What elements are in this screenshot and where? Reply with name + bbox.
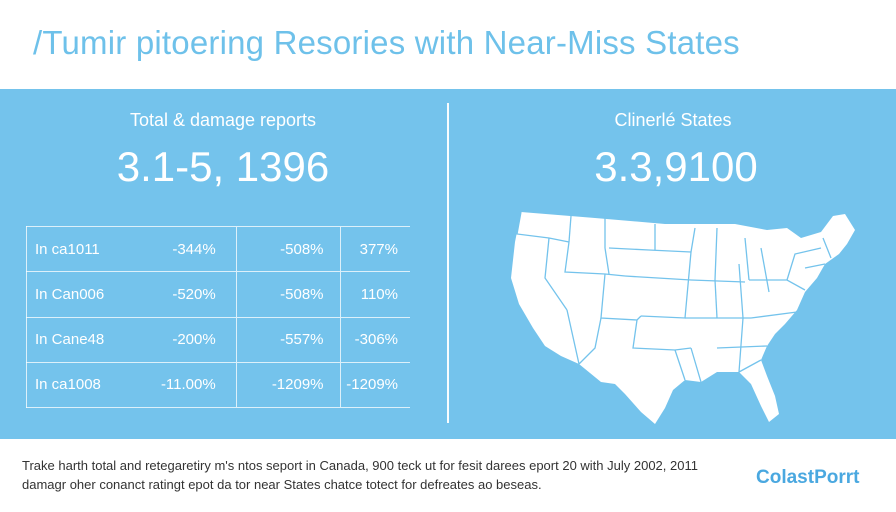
- page-title: /Tumir pitoering Resories with Near-Miss…: [33, 24, 740, 61]
- table-cell: -557%: [235, 316, 341, 363]
- total-reports-value: 3.1-5, 1396: [116, 143, 330, 190]
- table-cell: In ca1011: [26, 225, 129, 273]
- table-row: In ca1008 -11.00% -1209% -1209%: [26, 361, 410, 409]
- panel-divider: [447, 103, 449, 423]
- table-row: In Cane48 -200% -557% -306%: [26, 316, 410, 363]
- table-cell: -344%: [128, 225, 237, 273]
- total-reports-label: Total & damage reports: [129, 110, 317, 130]
- state-borders: [516, 211, 832, 383]
- table-cell: -306%: [339, 316, 410, 363]
- table-cell: -1209%: [339, 361, 410, 409]
- table-cell: 110%: [339, 271, 410, 318]
- table-cell: -520%: [128, 271, 237, 318]
- table-cell: -11.00%: [128, 361, 237, 409]
- table-cell: -1209%: [235, 361, 341, 409]
- table-cell: -508%: [235, 271, 341, 318]
- table-row: In Can006 -520% -508% 110%: [26, 271, 410, 318]
- table-cell: 377%: [339, 225, 410, 273]
- table-cell: -200%: [128, 316, 237, 363]
- us-states-map: [511, 211, 855, 424]
- table-cell: In Can006: [26, 271, 129, 318]
- footer-line: Trake harth total and retegaretiry m's n…: [22, 458, 698, 473]
- states-label: Clinerlé States: [614, 110, 732, 130]
- brand-logo[interactable]: ColastPorrt: [756, 467, 860, 488]
- table-cell: In ca1008: [26, 361, 129, 409]
- footer-line: damagr oher conanct ratingt epot da tor …: [22, 477, 542, 492]
- table-cell: -508%: [235, 225, 341, 273]
- states-value: 3.3,9100: [594, 143, 758, 190]
- footer-description: Trake harth total and retegaretiry m's n…: [22, 456, 702, 494]
- stats-table: In ca1011 -344% -508% 377% In Can006 -52…: [26, 225, 410, 409]
- table-row: In ca1011 -344% -508% 377%: [26, 225, 410, 273]
- table-cell: In Cane48: [26, 316, 129, 363]
